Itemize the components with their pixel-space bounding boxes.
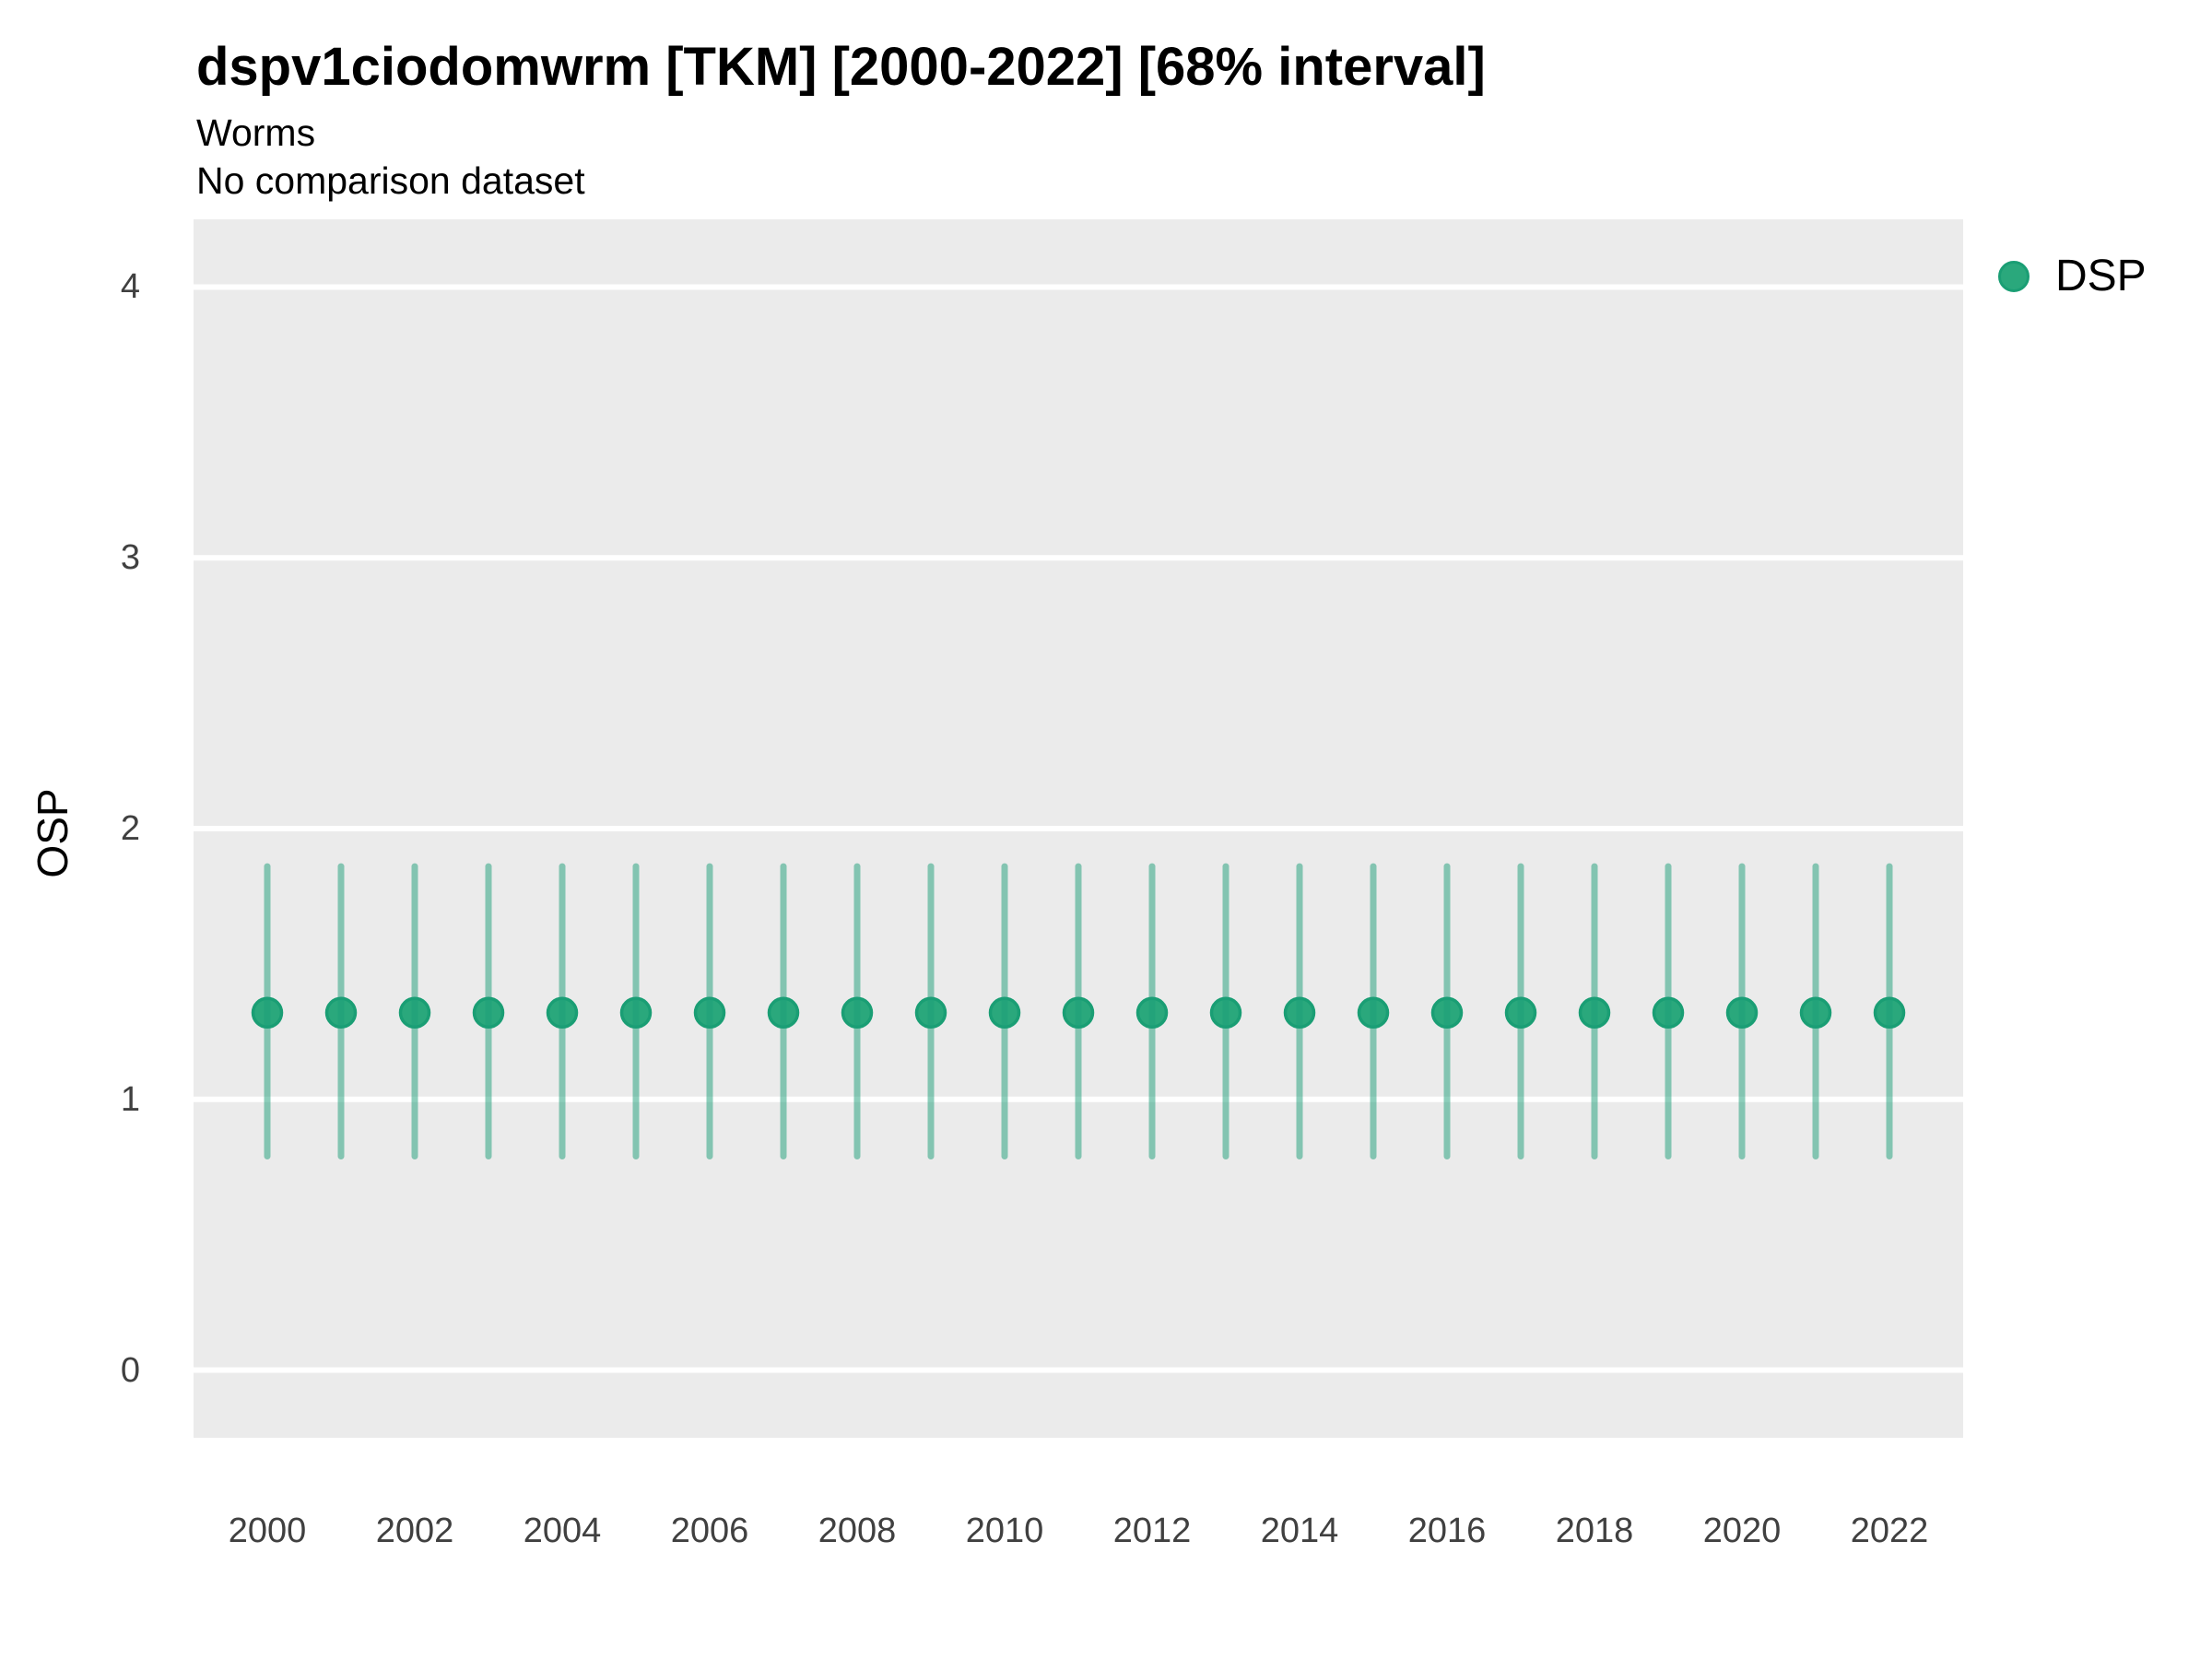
y-tick-label-2: 2	[120, 809, 140, 848]
x-tick-label-2016: 2016	[1407, 1512, 1487, 1550]
x-tick-label-2010: 2010	[965, 1512, 1044, 1550]
y-tick-label-3: 3	[120, 538, 140, 578]
x-tick-label-2014: 2014	[1260, 1512, 1339, 1550]
y-tick-label-0: 0	[120, 1350, 140, 1390]
x-tick-label-2004: 2004	[523, 1512, 602, 1550]
x-tick-label-2008: 2008	[818, 1512, 897, 1550]
plot-marks	[194, 284, 1963, 1373]
chart-note: No comparison dataset	[196, 159, 585, 202]
y-tick-label-1: 1	[120, 1079, 140, 1119]
x-tick-label-2006: 2006	[670, 1512, 749, 1550]
x-tick-label-2002: 2002	[375, 1512, 454, 1550]
legend-point-icon	[1998, 261, 2030, 292]
plot-panel	[194, 219, 1963, 1438]
x-tick-label-2022: 2022	[1850, 1512, 1929, 1550]
legend-label: DSP	[2055, 252, 2147, 300]
chart-subtitle: Worms	[196, 112, 316, 154]
chart-title: dspv1ciodomwrm [TKM] [2000-2022] [68% in…	[196, 37, 1486, 97]
y-axis-title: OSP	[29, 788, 76, 878]
y-tick-label-4: 4	[120, 267, 140, 307]
x-tick-label-2012: 2012	[1112, 1512, 1192, 1550]
x-tick-label-2000: 2000	[228, 1512, 307, 1550]
x-tick-label-2018: 2018	[1555, 1512, 1634, 1550]
x-tick-label-2020: 2020	[1702, 1512, 1782, 1550]
